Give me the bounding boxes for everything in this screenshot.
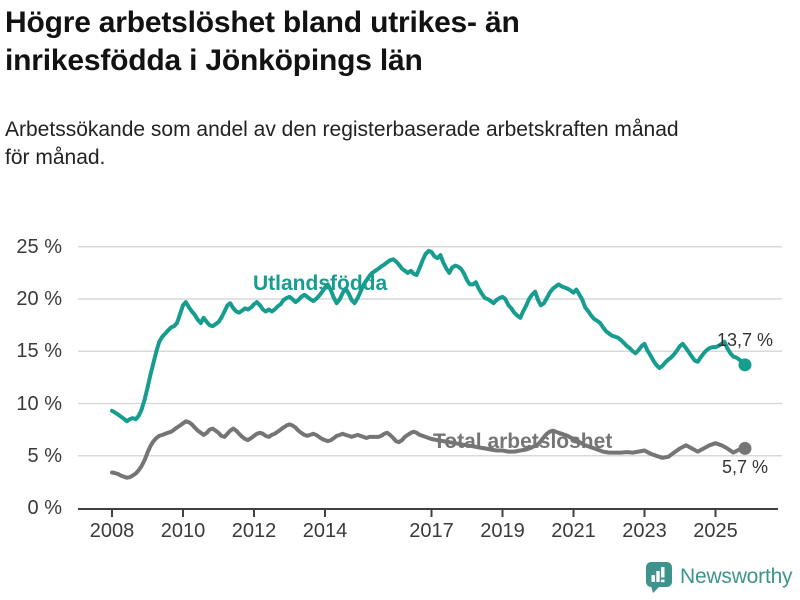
- newsworthy-logo-text: Newsworthy: [680, 565, 793, 588]
- x-tick-label: 2025: [693, 520, 738, 542]
- y-tick-label: 5 %: [27, 444, 62, 467]
- x-tick-label: 2019: [480, 520, 525, 542]
- end-value-label-total-arbetsloshet: 5,7 %: [722, 457, 769, 477]
- y-tick-label: 0 %: [27, 497, 62, 519]
- y-tick-label: 25 %: [16, 235, 62, 258]
- chart-subtitle: Arbetssökande som andel av den registerb…: [5, 118, 679, 170]
- y-tick-label: 20 %: [16, 288, 62, 310]
- x-tick-label: 2014: [302, 520, 348, 542]
- end-value-label-utlandsfodda: 13,7 %: [717, 330, 774, 350]
- chart-title: Högre arbetslöshet bland utrikes- än inr…: [5, 6, 520, 78]
- x-tick-label: 2012: [231, 520, 277, 542]
- series-label-total-arbetsloshet: Total arbetslöshet: [433, 430, 613, 453]
- newsworthy-logo: Newsworthy: [644, 561, 793, 593]
- x-tick-label: 2010: [160, 520, 206, 542]
- x-tick-label: 2023: [622, 520, 667, 542]
- x-tick-label: 2021: [551, 520, 596, 542]
- x-tick-label: 2008: [89, 520, 135, 542]
- y-tick-label: 15 %: [16, 340, 62, 363]
- series-line: [110, 248, 747, 424]
- series-end-dot: [738, 358, 752, 372]
- x-tick-label: 2017: [409, 520, 454, 542]
- series-label-utlandsfodda: Utlandsfödda: [253, 272, 388, 295]
- series-line: [110, 419, 747, 480]
- newsworthy-bar-chart-bubble-icon: [646, 562, 672, 593]
- y-tick-label: 10 %: [16, 392, 62, 415]
- series-end-dot: [738, 441, 752, 455]
